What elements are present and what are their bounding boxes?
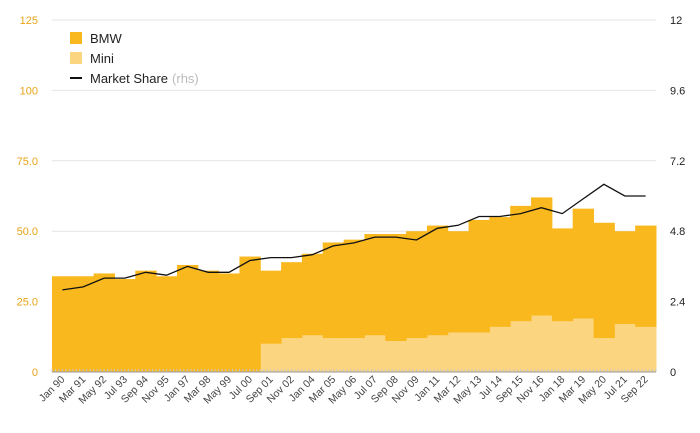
bar-mini [572,318,595,372]
bar-bmw [447,231,470,333]
bar-bmw [281,262,303,339]
bar-bmw [426,225,449,336]
y-tick-label: 25.0 [17,297,38,309]
bar-bmw [593,222,615,339]
bar-bmw [218,273,240,372]
bar-bmw [468,219,490,333]
bar-bmw [364,234,386,336]
legend-label-market-share: Market Share [90,70,169,86]
y-tick-label: 75.0 [17,156,38,168]
bar-mini [447,332,470,372]
legend-item-market-share[interactable]: Market Share (rhs) [70,68,199,88]
bar-bmw [385,234,407,342]
bar-mini [260,343,282,372]
bar-mini [322,338,345,372]
bar-mini [281,338,303,372]
bar-bmw [572,208,595,319]
bar-bmw [551,228,574,322]
bar-bmw [614,231,636,325]
bar-mini [343,338,365,372]
bar-mini [468,332,490,372]
bar-bmw [72,276,95,372]
y2-tick-label: 9.6 [670,85,685,97]
legend-item-bmw[interactable]: BMW [70,28,199,48]
bar-bmw [635,225,657,327]
bar-bmw [489,217,511,327]
market-share-line [62,183,646,291]
legend-item-mini[interactable]: Mini [70,48,199,68]
bar-bmw [301,253,324,336]
bar-mini [510,321,532,372]
bar-mini [614,324,636,372]
bar-mini [489,326,511,372]
bar-bmw [531,197,553,316]
bar-bmw [93,273,115,372]
bar-mini [301,335,324,372]
bar-bmw [156,276,178,372]
y2-tick-label: 7.2 [670,156,685,168]
bar-bmw [52,276,74,372]
market-share-swatch [70,77,82,79]
mini-area [260,315,657,372]
legend-label-rhs: (rhs) [172,70,199,86]
bar-bmw [114,279,136,372]
y-tick-label: 100 [20,85,38,97]
bar-bmw [176,264,199,372]
bar-mini [551,321,574,372]
bar-bmw [406,231,428,339]
legend: BMW Mini Market Share (rhs) [70,28,199,88]
bar-bmw [343,239,365,339]
y2-tick-label: 2.4 [670,297,685,309]
y-tick-label: 0 [32,367,38,379]
y-tick-label: 125 [20,15,38,27]
y2-tick-label: 0 [670,367,676,379]
y-axis-right: 0 2.4 4.8 7.2 9.6 12 [670,15,685,379]
bar-mini [593,338,615,372]
y2-tick-label: 4.8 [670,226,685,238]
bmw-area [52,197,657,372]
bar-bmw [197,270,220,372]
bar-mini [531,315,553,372]
bar-mini [406,338,428,372]
bar-mini [426,335,449,372]
y-axis-left: 0 25.0 50.0 75.0 100 125 [17,15,38,379]
bar-mini [364,335,386,372]
bmw-swatch [70,32,82,44]
y-tick-label: 50.0 [17,226,38,238]
bar-bmw [260,270,282,344]
legend-label-mini: Mini [90,50,114,66]
mini-swatch [70,52,82,64]
y2-tick-label: 12 [670,15,682,27]
legend-label-bmw: BMW [90,30,122,46]
bar-bmw [510,205,532,322]
bar-bmw [135,270,157,372]
bar-bmw [322,242,345,339]
bar-mini [635,326,657,372]
bar-mini [385,341,407,372]
market-share-polyline [62,183,646,291]
bar-bmw [239,256,261,372]
